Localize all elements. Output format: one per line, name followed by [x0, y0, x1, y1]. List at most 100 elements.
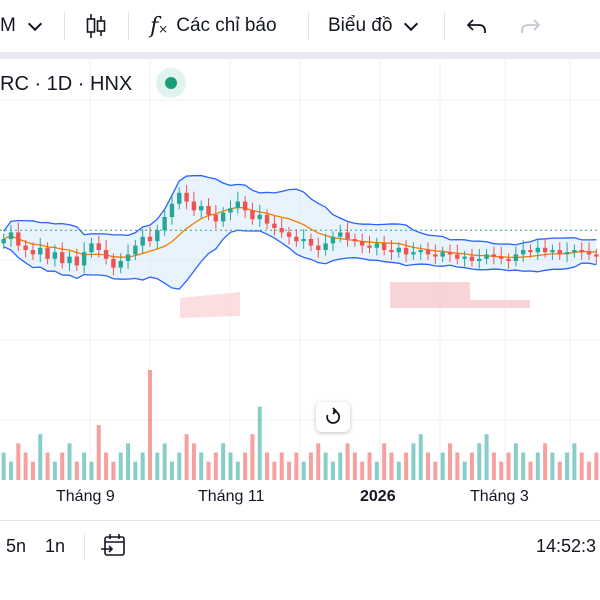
candle-body: [155, 230, 160, 242]
candle-body: [352, 239, 358, 242]
volume-bar: [440, 452, 445, 480]
indicators-button[interactable]: f× Các chỉ báo: [150, 0, 277, 52]
volume-bar: [382, 443, 387, 480]
candle-body: [191, 201, 197, 211]
candle-body: [286, 232, 292, 237]
candle-body: [242, 201, 248, 211]
redo-button[interactable]: [518, 0, 542, 52]
candle-body: [345, 232, 350, 239]
time-axis-label: Tháng 9: [56, 488, 115, 505]
candle-body: [272, 223, 277, 228]
volume-bar: [221, 443, 226, 480]
volume-bar: [82, 452, 87, 480]
volume-bar: [133, 461, 138, 480]
volume-bar: [330, 461, 335, 480]
candle-body: [257, 214, 262, 220]
candle-body: [418, 250, 423, 253]
interval-dropdown[interactable]: M: [0, 0, 42, 52]
candles-button[interactable]: [84, 0, 108, 52]
candle-body: [330, 236, 336, 244]
candle-body: [389, 250, 394, 253]
reset-chart-button[interactable]: [316, 402, 350, 432]
candle-body: [8, 232, 14, 239]
candle-body: [16, 232, 21, 246]
chart-type-dropdown[interactable]: Biểu đồ: [328, 0, 419, 52]
volume-bar: [111, 461, 116, 480]
toolbar-divider: [84, 533, 85, 559]
price-chart[interactable]: [0, 60, 600, 520]
candle-body: [96, 243, 101, 250]
top-toolbar: M f× Các chỉ báo Biểu đồ: [0, 0, 600, 53]
candle-body: [38, 247, 43, 255]
toolbar-divider: [128, 12, 129, 40]
candle-body: [279, 228, 284, 233]
candle-body: [125, 254, 131, 261]
range-5y-button[interactable]: 5n: [6, 521, 26, 571]
volume-bar: [528, 461, 533, 480]
ichimoku-cloud: [180, 292, 240, 318]
candle-body: [235, 201, 241, 209]
range-1y-button[interactable]: 1n: [45, 521, 65, 571]
volume-bar: [338, 452, 343, 480]
volume-bar: [506, 452, 511, 480]
volume-bar: [45, 452, 50, 480]
volume-bar: [243, 452, 248, 480]
volume-bar: [272, 461, 277, 480]
candle-body: [462, 256, 467, 259]
candle-body: [199, 206, 204, 211]
candle-body: [23, 245, 28, 250]
candle-body: [81, 252, 87, 266]
interval-label: M: [0, 15, 16, 36]
candle-body: [506, 258, 511, 261]
volume-bar: [396, 461, 401, 480]
volume-bar: [521, 452, 526, 480]
indicators-label: Các chỉ báo: [176, 15, 277, 36]
candle-body: [301, 239, 306, 242]
volume-bar: [557, 461, 562, 480]
symbol-text: RC · 1D · HNX: [0, 72, 133, 95]
volume-bar: [287, 461, 292, 480]
volume-bar: [308, 452, 313, 480]
candle-body: [133, 245, 138, 255]
volume-bar: [169, 461, 174, 480]
candle-body: [213, 214, 219, 222]
range-1y-label: 1n: [45, 535, 66, 556]
time-axis-label: 2026: [360, 488, 396, 505]
toolbar-divider: [444, 12, 445, 40]
redo-icon: [521, 19, 540, 33]
undo-icon: [467, 19, 486, 33]
candle-body: [169, 203, 175, 217]
toolbar-divider: [308, 12, 309, 40]
candle-body: [535, 247, 541, 253]
candle-body: [564, 252, 570, 255]
candle-body: [374, 243, 380, 248]
time-axis-label: Tháng 3: [470, 488, 529, 505]
bollinger-band-fill: [3, 175, 597, 290]
candle-body: [455, 254, 460, 259]
candle-body: [294, 236, 299, 242]
go-to-date-button[interactable]: [100, 521, 128, 571]
volume-bar: [23, 452, 28, 480]
volume-bar: [594, 452, 599, 480]
candle-body: [499, 256, 504, 259]
volume-bar: [426, 452, 431, 480]
candle-body: [594, 254, 599, 257]
volume-bar: [177, 452, 182, 480]
symbol-legend[interactable]: RC · 1D · HNX: [0, 70, 132, 98]
volume-bar: [118, 452, 123, 480]
volume-bar: [104, 452, 109, 480]
candle-body: [491, 254, 497, 257]
candle-body: [550, 250, 555, 253]
undo-button[interactable]: [465, 0, 489, 52]
candle-body: [250, 210, 255, 220]
candle-body: [220, 212, 226, 222]
volume-bar: [462, 461, 467, 480]
candle-body: [528, 250, 533, 253]
candle-body: [118, 261, 123, 268]
volume-bar: [199, 452, 204, 480]
candle-body: [411, 252, 416, 255]
reset-icon: [326, 407, 341, 424]
volume-bar: [74, 461, 79, 480]
horizontal-scrollbar[interactable]: [0, 53, 600, 59]
volume-bar: [352, 452, 357, 480]
